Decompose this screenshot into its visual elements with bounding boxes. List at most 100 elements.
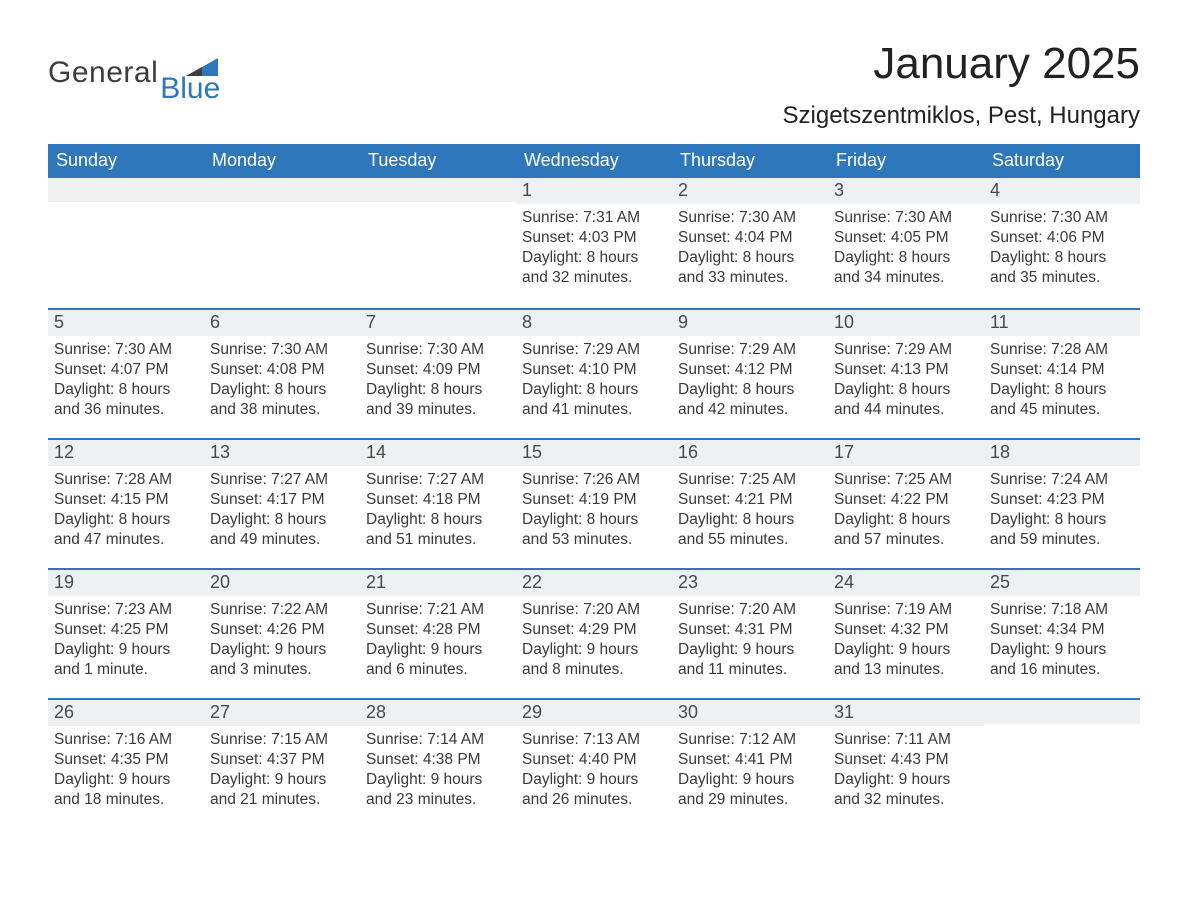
day-number: [984, 700, 1140, 724]
day-number: [48, 178, 204, 202]
sunset-line: Sunset: 4:17 PM: [210, 490, 354, 510]
day-body: Sunrise: 7:20 AMSunset: 4:29 PMDaylight:…: [516, 596, 672, 697]
weekday-header: Monday: [204, 144, 360, 178]
day-number: 2: [672, 178, 828, 204]
day-body: Sunrise: 7:16 AMSunset: 4:35 PMDaylight:…: [48, 726, 204, 827]
day-body: [360, 202, 516, 224]
sunset-line: Sunset: 4:35 PM: [54, 750, 198, 770]
daylight-line: Daylight: 8 hours and 35 minutes.: [990, 248, 1134, 288]
day-body: Sunrise: 7:30 AMSunset: 4:07 PMDaylight:…: [48, 336, 204, 437]
day-cell: 9Sunrise: 7:29 AMSunset: 4:12 PMDaylight…: [672, 310, 828, 438]
day-body: Sunrise: 7:29 AMSunset: 4:13 PMDaylight:…: [828, 336, 984, 437]
day-body: Sunrise: 7:22 AMSunset: 4:26 PMDaylight:…: [204, 596, 360, 697]
location: Szigetszentmiklos, Pest, Hungary: [783, 102, 1140, 130]
sunset-line: Sunset: 4:13 PM: [834, 360, 978, 380]
sunrise-line: Sunrise: 7:26 AM: [522, 470, 666, 490]
daylight-line: Daylight: 9 hours and 3 minutes.: [210, 640, 354, 680]
sunset-line: Sunset: 4:18 PM: [366, 490, 510, 510]
day-cell: [360, 178, 516, 308]
logo-word-blue: Blue: [160, 74, 220, 104]
day-number: 13: [204, 440, 360, 466]
daylight-line: Daylight: 8 hours and 49 minutes.: [210, 510, 354, 550]
sunrise-line: Sunrise: 7:30 AM: [990, 208, 1134, 228]
daylight-line: Daylight: 9 hours and 13 minutes.: [834, 640, 978, 680]
sunset-line: Sunset: 4:19 PM: [522, 490, 666, 510]
day-cell: 16Sunrise: 7:25 AMSunset: 4:21 PMDayligh…: [672, 440, 828, 568]
day-number: 25: [984, 570, 1140, 596]
sunrise-line: Sunrise: 7:24 AM: [990, 470, 1134, 490]
sunset-line: Sunset: 4:29 PM: [522, 620, 666, 640]
day-body: Sunrise: 7:13 AMSunset: 4:40 PMDaylight:…: [516, 726, 672, 827]
sunset-line: Sunset: 4:22 PM: [834, 490, 978, 510]
day-number: [204, 178, 360, 202]
topbar: General Blue January 2025 Szigetszentmik…: [48, 40, 1140, 130]
daylight-line: Daylight: 8 hours and 47 minutes.: [54, 510, 198, 550]
day-cell: 7Sunrise: 7:30 AMSunset: 4:09 PMDaylight…: [360, 310, 516, 438]
daylight-line: Daylight: 8 hours and 45 minutes.: [990, 380, 1134, 420]
sunset-line: Sunset: 4:31 PM: [678, 620, 822, 640]
sunrise-line: Sunrise: 7:28 AM: [990, 340, 1134, 360]
daylight-line: Daylight: 9 hours and 11 minutes.: [678, 640, 822, 680]
daylight-line: Daylight: 9 hours and 16 minutes.: [990, 640, 1134, 680]
week-row: 1Sunrise: 7:31 AMSunset: 4:03 PMDaylight…: [48, 178, 1140, 308]
daylight-line: Daylight: 8 hours and 44 minutes.: [834, 380, 978, 420]
day-body: Sunrise: 7:30 AMSunset: 4:08 PMDaylight:…: [204, 336, 360, 437]
daylight-line: Daylight: 9 hours and 29 minutes.: [678, 770, 822, 810]
day-cell: 21Sunrise: 7:21 AMSunset: 4:28 PMDayligh…: [360, 570, 516, 698]
sunset-line: Sunset: 4:07 PM: [54, 360, 198, 380]
sunrise-line: Sunrise: 7:30 AM: [678, 208, 822, 228]
sunrise-line: Sunrise: 7:20 AM: [678, 600, 822, 620]
day-body: Sunrise: 7:19 AMSunset: 4:32 PMDaylight:…: [828, 596, 984, 697]
day-body: Sunrise: 7:30 AMSunset: 4:09 PMDaylight:…: [360, 336, 516, 437]
weekday-header: Saturday: [984, 144, 1140, 178]
day-number: [360, 178, 516, 202]
weekday-header: Tuesday: [360, 144, 516, 178]
sunrise-line: Sunrise: 7:30 AM: [210, 340, 354, 360]
day-body: Sunrise: 7:15 AMSunset: 4:37 PMDaylight:…: [204, 726, 360, 827]
week-row: 12Sunrise: 7:28 AMSunset: 4:15 PMDayligh…: [48, 438, 1140, 568]
week-row: 26Sunrise: 7:16 AMSunset: 4:35 PMDayligh…: [48, 698, 1140, 828]
sunrise-line: Sunrise: 7:23 AM: [54, 600, 198, 620]
day-number: 15: [516, 440, 672, 466]
day-body: Sunrise: 7:27 AMSunset: 4:18 PMDaylight:…: [360, 466, 516, 567]
day-cell: 25Sunrise: 7:18 AMSunset: 4:34 PMDayligh…: [984, 570, 1140, 698]
day-cell: 29Sunrise: 7:13 AMSunset: 4:40 PMDayligh…: [516, 700, 672, 828]
day-cell: 31Sunrise: 7:11 AMSunset: 4:43 PMDayligh…: [828, 700, 984, 828]
day-body: Sunrise: 7:29 AMSunset: 4:12 PMDaylight:…: [672, 336, 828, 437]
sunrise-line: Sunrise: 7:20 AM: [522, 600, 666, 620]
day-cell: 6Sunrise: 7:30 AMSunset: 4:08 PMDaylight…: [204, 310, 360, 438]
sunset-line: Sunset: 4:26 PM: [210, 620, 354, 640]
daylight-line: Daylight: 8 hours and 33 minutes.: [678, 248, 822, 288]
sunrise-line: Sunrise: 7:22 AM: [210, 600, 354, 620]
sunrise-line: Sunrise: 7:19 AM: [834, 600, 978, 620]
sunset-line: Sunset: 4:10 PM: [522, 360, 666, 380]
sunrise-line: Sunrise: 7:30 AM: [54, 340, 198, 360]
sunrise-line: Sunrise: 7:16 AM: [54, 730, 198, 750]
day-cell: 23Sunrise: 7:20 AMSunset: 4:31 PMDayligh…: [672, 570, 828, 698]
day-body: Sunrise: 7:21 AMSunset: 4:28 PMDaylight:…: [360, 596, 516, 697]
sunrise-line: Sunrise: 7:27 AM: [210, 470, 354, 490]
day-number: 1: [516, 178, 672, 204]
title-block: January 2025 Szigetszentmiklos, Pest, Hu…: [783, 40, 1140, 130]
day-number: 26: [48, 700, 204, 726]
sunrise-line: Sunrise: 7:14 AM: [366, 730, 510, 750]
weeks-container: 1Sunrise: 7:31 AMSunset: 4:03 PMDaylight…: [48, 178, 1140, 828]
daylight-line: Daylight: 8 hours and 53 minutes.: [522, 510, 666, 550]
sunrise-line: Sunrise: 7:30 AM: [366, 340, 510, 360]
sunset-line: Sunset: 4:32 PM: [834, 620, 978, 640]
sunset-line: Sunset: 4:21 PM: [678, 490, 822, 510]
day-cell: 10Sunrise: 7:29 AMSunset: 4:13 PMDayligh…: [828, 310, 984, 438]
day-body: Sunrise: 7:28 AMSunset: 4:15 PMDaylight:…: [48, 466, 204, 567]
day-cell: 12Sunrise: 7:28 AMSunset: 4:15 PMDayligh…: [48, 440, 204, 568]
day-number: 4: [984, 178, 1140, 204]
day-cell: 18Sunrise: 7:24 AMSunset: 4:23 PMDayligh…: [984, 440, 1140, 568]
day-number: 20: [204, 570, 360, 596]
sunset-line: Sunset: 4:03 PM: [522, 228, 666, 248]
day-cell: 8Sunrise: 7:29 AMSunset: 4:10 PMDaylight…: [516, 310, 672, 438]
weekday-header: Sunday: [48, 144, 204, 178]
day-cell: 4Sunrise: 7:30 AMSunset: 4:06 PMDaylight…: [984, 178, 1140, 308]
day-cell: 27Sunrise: 7:15 AMSunset: 4:37 PMDayligh…: [204, 700, 360, 828]
sunset-line: Sunset: 4:41 PM: [678, 750, 822, 770]
daylight-line: Daylight: 9 hours and 18 minutes.: [54, 770, 198, 810]
day-body: Sunrise: 7:25 AMSunset: 4:21 PMDaylight:…: [672, 466, 828, 567]
